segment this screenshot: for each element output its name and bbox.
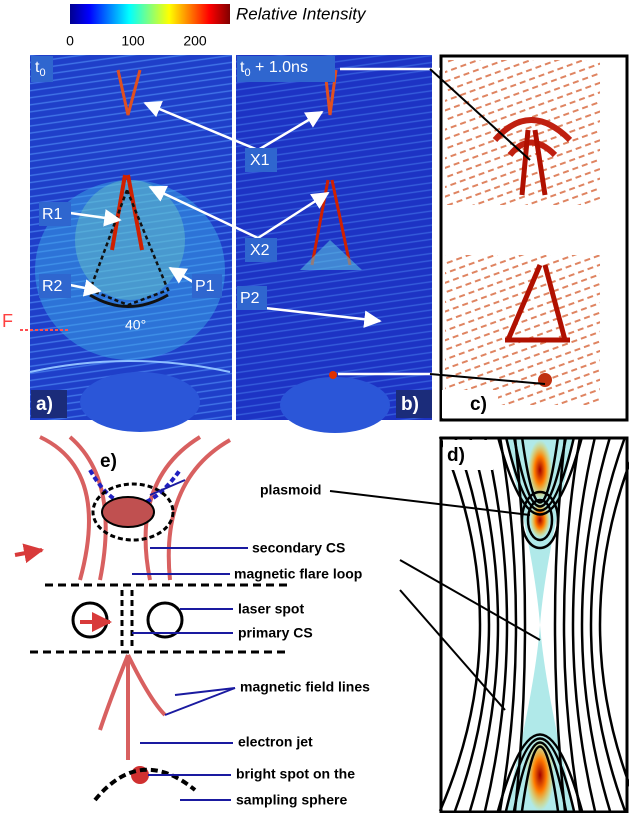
panel-a xyxy=(30,55,232,432)
e-label: magnetic field lines xyxy=(240,679,370,695)
r2-label: R2 xyxy=(42,278,63,295)
r1-label: R1 xyxy=(42,206,63,223)
angle-label: 40° xyxy=(125,317,146,333)
panel-label: e) xyxy=(100,451,117,472)
colorbar-tick: 200 xyxy=(183,33,207,49)
colorbar-tick: 100 xyxy=(121,33,145,49)
time-suffix: + 1.0ns xyxy=(251,59,308,76)
e-label: sampling sphere xyxy=(236,792,347,808)
body: Relative Intensity 0 100 200 xyxy=(0,0,629,813)
e-label: laser spot xyxy=(238,601,304,617)
p2-label: P2 xyxy=(240,290,260,307)
x2-label: X2 xyxy=(250,242,270,259)
colorbar xyxy=(70,4,230,24)
panel-label: c) xyxy=(470,394,487,415)
colorbar-tick: 0 xyxy=(66,33,74,49)
e-label: plasmoid xyxy=(260,482,321,498)
time-label: t0 + 1.0ns xyxy=(240,59,308,79)
e-label: electron jet xyxy=(238,734,313,750)
figure: Relative Intensity 0 100 200 xyxy=(0,0,629,813)
e-label: magnetic flare loop xyxy=(234,566,362,582)
f-label: F xyxy=(2,311,13,331)
time-sub: 0 xyxy=(39,67,45,79)
colorbar-title: Relative Intensity xyxy=(236,4,367,23)
panel-label: d) xyxy=(447,445,465,466)
p1-label: P1 xyxy=(195,278,215,295)
e-label: primary CS xyxy=(238,625,313,641)
leader-lines xyxy=(132,480,248,800)
panel-label: a) xyxy=(36,394,53,415)
e-label: bright spot on the xyxy=(236,766,355,782)
panel-label: b) xyxy=(401,394,419,415)
page: Figure { "colorbar": {"title": "Relative… xyxy=(0,0,629,813)
panel-d xyxy=(440,437,629,811)
panel-c xyxy=(440,55,627,420)
x1-label: X1 xyxy=(250,152,270,169)
e-label: secondary CS xyxy=(252,540,345,556)
